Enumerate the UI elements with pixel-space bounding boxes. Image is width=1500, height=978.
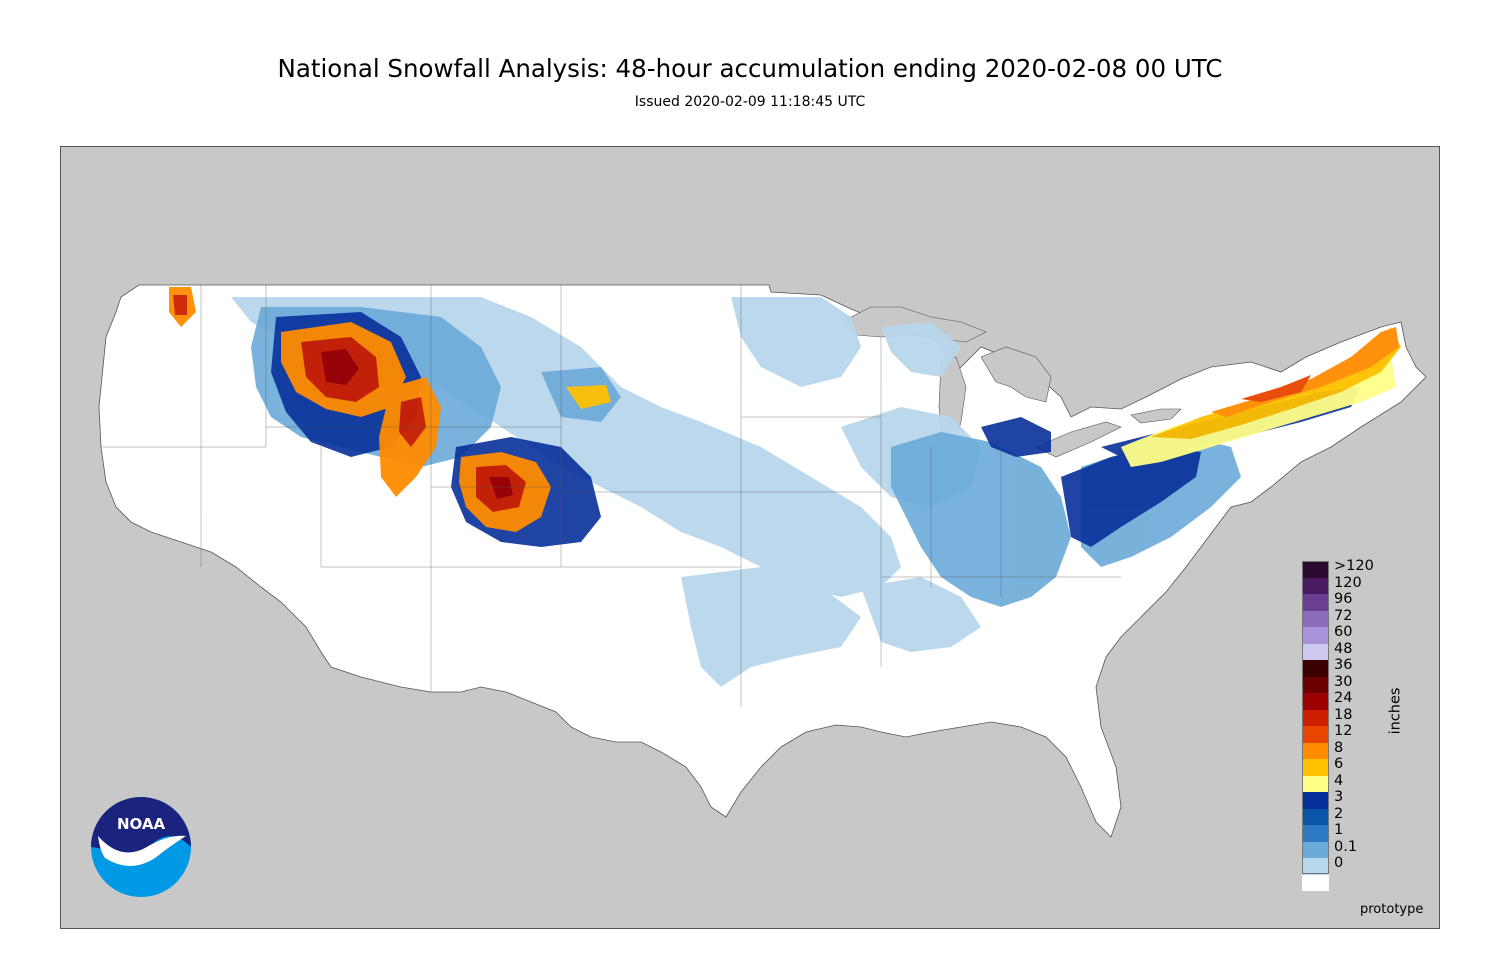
- legend-swatch-base: [1302, 874, 1329, 891]
- legend-swatch: [1302, 610, 1329, 627]
- legend-swatch: [1302, 841, 1329, 858]
- legend-swatch: [1302, 660, 1329, 677]
- snowfall-northeast: [1121, 327, 1401, 467]
- legend-label: 3: [1334, 789, 1344, 805]
- legend-label: 1: [1334, 822, 1344, 838]
- legend-label: 24: [1334, 690, 1353, 706]
- legend-label: 96: [1334, 591, 1353, 607]
- legend-label: 18: [1334, 706, 1353, 723]
- snowfall-west-heavy: [169, 287, 611, 532]
- legend-label: 12: [1334, 723, 1353, 739]
- legend-swatch: [1302, 594, 1329, 611]
- legend-swatch: [1302, 759, 1329, 776]
- legend-label: 36: [1334, 657, 1353, 673]
- snowfall-map[interactable]: [60, 146, 1440, 929]
- lake-huron: [980, 346, 1052, 403]
- legend-swatch: [1302, 792, 1329, 809]
- legend-swatch: [1302, 726, 1329, 743]
- legend-label: 2: [1334, 805, 1344, 822]
- legend-swatch: [1302, 742, 1329, 759]
- legend-units: inches: [1387, 687, 1404, 735]
- map-subtitle: Issued 2020-02-09 11:18:45 UTC: [634, 94, 866, 110]
- legend-swatch: [1302, 627, 1329, 644]
- legend-label: 72: [1334, 607, 1353, 624]
- legend-label: 48: [1334, 640, 1353, 657]
- legend-swatch: [1302, 577, 1329, 594]
- legend-label: 0: [1334, 855, 1344, 871]
- noaa-logo-icon: NOAA: [91, 797, 191, 897]
- lake-ontario: [1130, 408, 1182, 424]
- lake-erie: [1035, 421, 1122, 458]
- legend-swatch: [1302, 775, 1329, 792]
- snowfall-light: [231, 297, 981, 687]
- prototype-note: prototype: [1360, 902, 1424, 917]
- noaa-logo: NOAA: [90, 796, 192, 898]
- map-svg: [61, 147, 1439, 928]
- legend-label: 30: [1334, 673, 1353, 690]
- legend-label: 120: [1334, 574, 1362, 591]
- legend-swatch: [1302, 676, 1329, 693]
- legend-label: >120: [1334, 558, 1374, 574]
- legend-label: 8: [1334, 739, 1344, 756]
- legend-swatch: [1302, 693, 1329, 710]
- legend-label: 6: [1334, 756, 1344, 772]
- legend-label: 0.1: [1334, 838, 1358, 855]
- svg-text:NOAA: NOAA: [117, 815, 166, 833]
- legend-swatch: [1302, 858, 1329, 875]
- state-borders: [101, 285, 1121, 707]
- legend-swatch: [1302, 808, 1329, 825]
- map-title: National Snowfall Analysis: 48-hour accu…: [277, 54, 1223, 83]
- legend-swatch: [1302, 709, 1329, 726]
- legend-swatch: [1302, 825, 1329, 842]
- legend-swatch: [1302, 643, 1329, 660]
- legend-label: 60: [1334, 624, 1353, 640]
- legend-label: 4: [1334, 772, 1344, 789]
- legend-swatch: [1302, 561, 1329, 578]
